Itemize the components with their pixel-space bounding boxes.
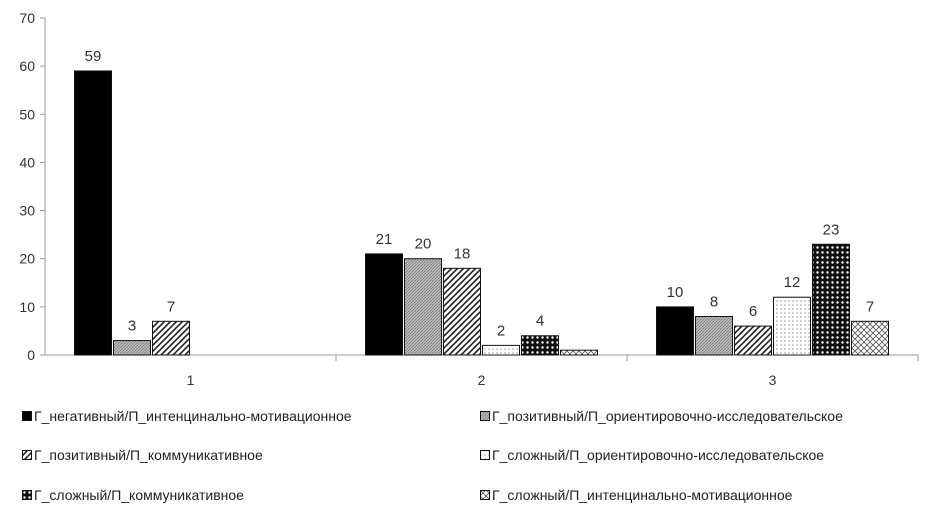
bar <box>152 320 190 356</box>
bar <box>113 340 151 356</box>
data-label: 2 <box>497 322 505 339</box>
legend-item: Г_позитивный/П_коммуникативное <box>22 447 263 463</box>
data-label: 12 <box>784 274 801 291</box>
data-label: 21 <box>376 231 393 248</box>
legend-swatch <box>480 450 490 460</box>
legend-swatch <box>480 411 490 421</box>
data-label: 4 <box>536 313 544 330</box>
bar <box>74 70 112 356</box>
legend-item: Г_сложный/П_интенцинально-мотивационное <box>480 487 792 503</box>
y-tick-label: 40 <box>19 154 35 170</box>
bar <box>482 344 520 356</box>
legend-swatch <box>480 490 490 500</box>
legend-item: Г_сложный/П_ориентировочно-исследователь… <box>480 447 824 463</box>
bar <box>851 320 889 356</box>
legend-label: Г_сложный/П_ориентировочно-исследователь… <box>492 447 825 463</box>
legend-label: Г_позитивный/П_ориентировочно-исследоват… <box>492 408 843 424</box>
bar <box>365 253 403 356</box>
data-label: 7 <box>866 298 874 315</box>
x-tick-label: 1 <box>187 372 195 388</box>
x-tick-label: 3 <box>769 372 777 388</box>
legend-swatch <box>22 411 32 421</box>
y-tick-label: 30 <box>19 203 35 219</box>
data-label: 6 <box>749 303 757 320</box>
bar <box>521 335 559 356</box>
data-label: 7 <box>167 298 175 315</box>
data-label: 23 <box>823 221 840 238</box>
legend-label: Г_сложный/П_коммуникативное <box>34 487 244 503</box>
legend-item: Г_негативный/П_интенцинально-мотивационн… <box>22 408 352 424</box>
bar <box>812 243 850 356</box>
bar <box>656 306 694 356</box>
bar <box>773 296 811 356</box>
bars <box>74 70 889 356</box>
data-label: 59 <box>85 48 102 65</box>
legend-swatch <box>22 450 32 460</box>
y-tick-label: 0 <box>27 347 35 363</box>
y-tick-label: 10 <box>19 299 35 315</box>
y-tick-label: 60 <box>19 58 35 74</box>
x-tick-label: 2 <box>478 372 486 388</box>
data-label: 8 <box>710 293 718 310</box>
bar <box>443 267 481 356</box>
data-label: 10 <box>667 284 684 301</box>
legend-item: Г_сложный/П_коммуникативное <box>22 487 244 503</box>
y-tick-label: 20 <box>19 251 35 267</box>
data-label: 20 <box>415 236 432 253</box>
legend-label: Г_позитивный/П_коммуникативное <box>34 447 263 463</box>
bar <box>560 349 598 356</box>
bar <box>695 315 733 356</box>
legend-item: Г_позитивный/П_ориентировочно-исследоват… <box>480 408 843 424</box>
bar <box>734 325 772 356</box>
data-label: 3 <box>128 318 136 335</box>
legend-swatch <box>22 490 32 500</box>
legend-label: Г_негативный/П_интенцинально-мотивационн… <box>34 408 352 424</box>
data-label: 18 <box>454 245 471 262</box>
legend-label: Г_сложный/П_интенцинально-мотивационное <box>492 487 793 503</box>
y-tick-label: 50 <box>19 106 35 122</box>
data-labels: 59 21 10 3 20 8 7 18 6 2 12 4 23 7 <box>85 48 875 339</box>
y-tick-label: 70 <box>19 10 35 26</box>
bar <box>404 258 442 356</box>
